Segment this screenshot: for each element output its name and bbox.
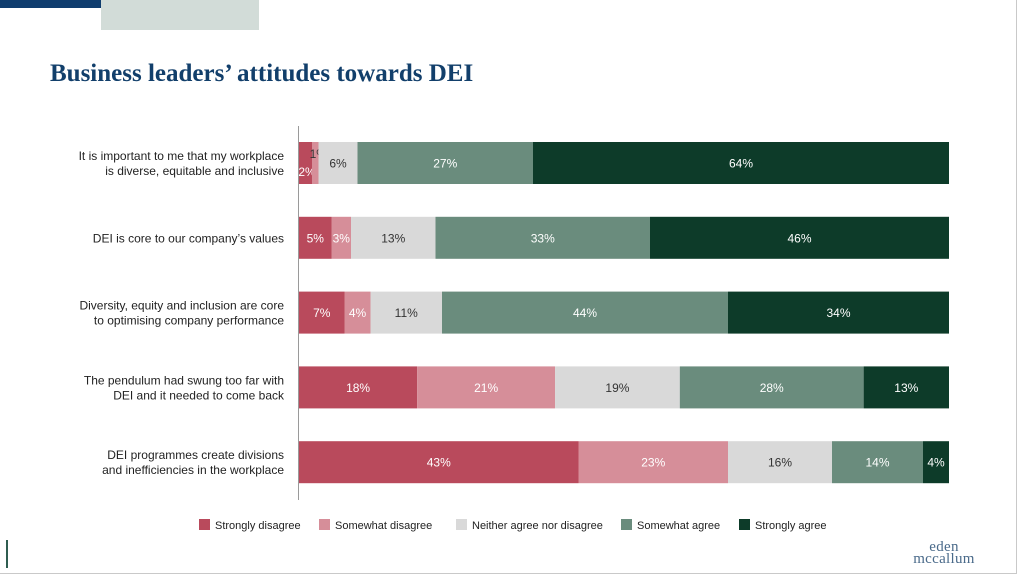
legend-label: Somewhat disagree	[335, 520, 432, 532]
footer-accent-line	[6, 540, 8, 568]
data-label: 21%	[474, 381, 498, 395]
bar-segment	[923, 441, 949, 484]
data-label: 13%	[381, 231, 405, 245]
data-label: 46%	[787, 231, 811, 245]
bar-segment	[299, 366, 418, 409]
bar-segment	[312, 142, 319, 184]
legend-swatch	[456, 519, 467, 530]
data-label: 64%	[729, 157, 753, 171]
bar-segment	[679, 366, 864, 409]
bar-segment	[344, 291, 371, 334]
bar-segment	[299, 142, 312, 184]
logo-line-2: mccallum	[913, 551, 975, 567]
category-label: to optimising company performance	[94, 314, 284, 328]
data-label: 7%	[313, 306, 331, 320]
category-label: is diverse, equitable and inclusive	[105, 164, 284, 178]
data-label: 16%	[768, 456, 792, 470]
bar-segment	[417, 366, 556, 409]
category-label: DEI programmes create divisions	[107, 448, 284, 462]
bar-segment	[863, 366, 949, 409]
bar-segment	[728, 441, 832, 484]
category-label: and inefficiencies in the workplace	[102, 463, 284, 477]
data-label: 18%	[346, 381, 370, 395]
bar-segment	[728, 291, 949, 334]
category-label: The pendulum had swung too far with	[84, 373, 284, 387]
data-label: 5%	[307, 231, 325, 245]
company-logo: eden mccallum	[909, 539, 979, 567]
data-label: 14%	[865, 456, 889, 470]
logo-line-1: eden	[929, 539, 959, 555]
data-label: 4%	[349, 306, 367, 320]
category-label: It is important to me that my workplace	[79, 149, 285, 163]
bar-segment	[650, 216, 949, 259]
data-label: 23%	[641, 456, 665, 470]
bar-segment	[832, 441, 923, 484]
data-label: 11%	[395, 306, 418, 320]
data-label: 33%	[531, 231, 555, 245]
bar-segment	[357, 142, 533, 184]
category-label: DEI and it needed to come back	[113, 388, 285, 402]
bar-segment	[578, 441, 728, 484]
data-label: 13%	[894, 381, 918, 395]
data-label: 43%	[427, 456, 451, 470]
data-label: 27%	[433, 157, 457, 171]
bar-segment	[299, 441, 579, 484]
bar-segment	[442, 291, 728, 334]
legend-swatch	[199, 519, 210, 530]
header-accent-bar	[0, 0, 188, 8]
bar-segment	[555, 366, 680, 409]
data-label: 28%	[760, 381, 784, 395]
data-label: 3%	[333, 231, 351, 245]
data-label: 19%	[605, 381, 629, 395]
category-label: Diversity, equity and inclusion are core	[79, 299, 284, 313]
bar-segment	[299, 291, 345, 334]
header-accent-block	[101, 0, 259, 30]
bar-segment	[370, 291, 442, 334]
legend-label: Neither agree nor disagree	[472, 520, 603, 532]
bar-segment	[533, 142, 949, 184]
legend-label: Strongly agree	[755, 520, 827, 532]
data-label: 4%	[927, 456, 945, 470]
bar-segment	[331, 216, 351, 259]
data-label: 2%	[298, 165, 316, 179]
page-title: Business leaders’ attitudes towards DEI	[50, 60, 474, 87]
bar-segment	[318, 142, 358, 184]
bar-segment	[435, 216, 650, 259]
legend-swatch	[319, 519, 330, 530]
bar-segment	[299, 216, 332, 259]
legend-label: Somewhat agree	[637, 520, 720, 532]
data-label: 44%	[573, 306, 597, 320]
data-label: 6%	[329, 157, 347, 171]
legend-swatch	[621, 519, 632, 530]
legend-label: Strongly disagree	[215, 520, 301, 532]
bar-segment	[351, 216, 436, 259]
category-label: DEI is core to our company’s values	[93, 231, 284, 245]
data-label: 34%	[826, 306, 850, 320]
legend-swatch	[739, 519, 750, 530]
